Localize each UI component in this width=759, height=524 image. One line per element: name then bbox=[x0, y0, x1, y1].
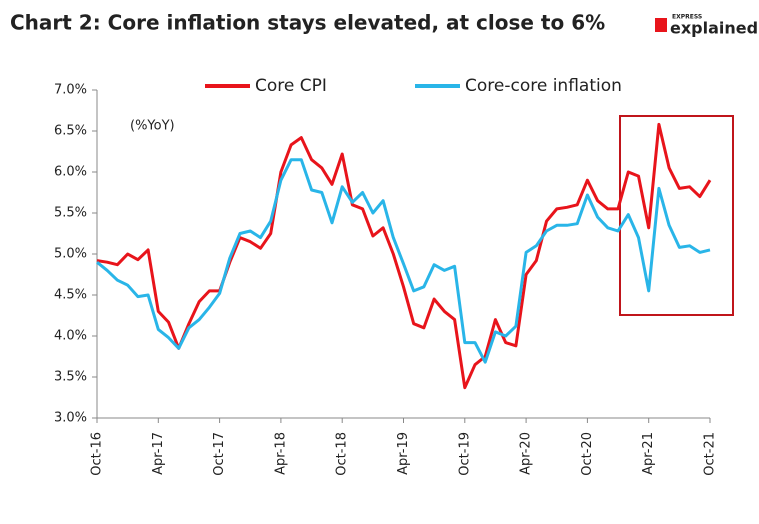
legend-label: Core-core inflation bbox=[465, 76, 622, 96]
y-tick-label: 5.5% bbox=[54, 206, 87, 221]
x-tick-label: Oct-21 bbox=[703, 432, 718, 476]
legend-label: Core CPI bbox=[255, 76, 327, 96]
logo-icon bbox=[655, 18, 667, 32]
highlight-box bbox=[619, 115, 734, 316]
x-tick-label: Apr-18 bbox=[273, 432, 288, 475]
y-tick-label: 3.0% bbox=[54, 411, 87, 426]
series-line bbox=[96, 158, 711, 364]
x-tick-label: Apr-19 bbox=[396, 432, 411, 475]
x-tick-label: Oct-16 bbox=[90, 432, 105, 476]
x-tick-label: Oct-19 bbox=[457, 432, 472, 476]
y-tick-label: 6.5% bbox=[54, 124, 87, 139]
logo-top: EXPRESS bbox=[672, 14, 702, 21]
x-tick-label: Oct-20 bbox=[580, 432, 595, 476]
x-tick-label: Oct-18 bbox=[335, 432, 350, 476]
x-tick-label: Apr-21 bbox=[641, 432, 656, 475]
y-tick-label: 6.0% bbox=[54, 165, 87, 180]
y-tick-label: 4.5% bbox=[54, 288, 87, 303]
y-tick-label: 5.0% bbox=[54, 247, 87, 262]
x-tick-label: Oct-17 bbox=[212, 432, 227, 476]
y-tick-label: 3.5% bbox=[54, 370, 87, 385]
logo-main: explained. bbox=[670, 19, 759, 38]
y-tick-label: 4.0% bbox=[54, 329, 87, 344]
annotation: (%YoY) bbox=[130, 119, 175, 134]
x-tick-label: Apr-17 bbox=[151, 432, 166, 475]
chart-title: Chart 2: Core inflation stays elevated, … bbox=[10, 11, 605, 35]
y-tick-label: 7.0% bbox=[54, 83, 87, 98]
x-tick-label: Apr-20 bbox=[519, 432, 534, 475]
series-line bbox=[96, 122, 712, 390]
